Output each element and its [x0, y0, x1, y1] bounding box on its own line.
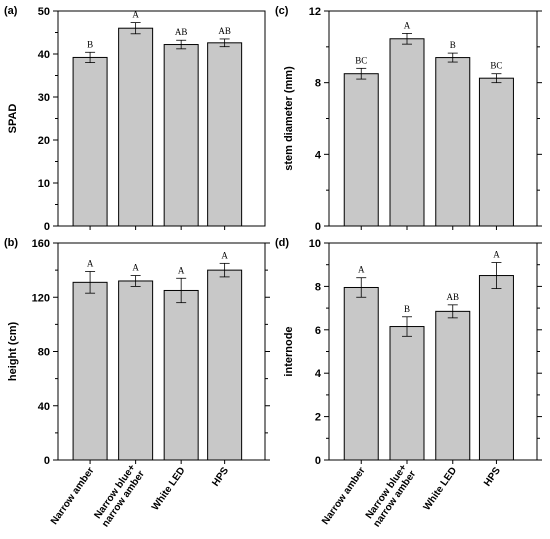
significance-letter: BC: [490, 61, 502, 71]
y-tick-label: 10: [309, 238, 321, 250]
panel-label: (c): [275, 5, 289, 17]
x-category-label: Narrow amber: [49, 465, 97, 526]
bar: [118, 280, 154, 461]
y-axis-title: stem diameter (mm): [283, 66, 295, 171]
significance-letter: A: [132, 10, 139, 20]
significance-letter: A: [358, 265, 365, 275]
bar: [72, 281, 108, 461]
y-tick-label: 2: [315, 412, 321, 424]
x-category-label-line: White LED: [150, 465, 188, 512]
x-category-label: Narrow blue+narrow amber: [91, 462, 147, 529]
x-category-label: HPS: [210, 465, 231, 488]
bar: [207, 42, 243, 227]
y-axis-title: height (cm): [7, 322, 19, 382]
x-category-label-line: HPS: [210, 465, 231, 488]
x-category-label: White LED: [422, 465, 460, 512]
y-axis-title: SPAD: [7, 104, 19, 134]
x-category-label-line: Narrow amber: [49, 465, 97, 526]
significance-letter: A: [493, 250, 500, 260]
x-category-label: HPS: [482, 465, 503, 488]
significance-letter: A: [404, 20, 411, 30]
panel-label: (a): [4, 5, 18, 17]
bar: [343, 73, 379, 227]
panel-b: (b) height (cm) 0 40 80 120 160 A A A A Narrow ambe…: [4, 237, 270, 529]
significance-letter: AB: [175, 27, 188, 37]
bar: [478, 275, 514, 461]
panel-a: (a) SPAD 0 10 20 30 40 50 B A AB AB: [4, 5, 266, 233]
bar: [389, 326, 425, 461]
y-axis-title: internode: [283, 326, 295, 376]
panel-label: (d): [275, 237, 289, 249]
bar: [163, 44, 199, 227]
significance-letter: A: [221, 250, 228, 260]
panel-label: (b): [4, 237, 18, 249]
y-tick-label: 8: [315, 78, 321, 90]
y-tick-label: 160: [32, 238, 50, 250]
y-tick-label: 10: [38, 178, 50, 190]
bar: [207, 269, 243, 461]
bar: [478, 77, 514, 227]
bar: [343, 286, 379, 461]
y-tick-label: 4: [315, 149, 322, 161]
y-tick-label: 8: [315, 281, 321, 293]
y-tick-label: 50: [38, 6, 50, 18]
y-tick-label: 0: [44, 221, 50, 233]
x-category-label: White LED: [150, 465, 188, 512]
y-tick-label: 12: [309, 6, 321, 18]
significance-letter: B: [87, 39, 93, 49]
bar: [389, 38, 425, 227]
y-tick-label: 30: [38, 92, 50, 104]
significance-letter: A: [178, 265, 185, 275]
y-tick-label: 80: [38, 347, 50, 359]
y-tick-label: 0: [44, 455, 50, 467]
x-category-label-line: Narrow amber: [320, 465, 368, 526]
panel-c: (c) stem diameter (mm) 0 4 8 12 BC A B BC: [275, 5, 542, 233]
x-category-label-line: HPS: [482, 465, 503, 488]
significance-letter: B: [450, 40, 456, 50]
significance-letter: AB: [218, 26, 231, 36]
bar: [435, 310, 471, 461]
y-tick-label: 0: [315, 221, 321, 233]
x-category-label-line: White LED: [422, 465, 460, 512]
significance-letter: A: [87, 258, 94, 268]
significance-letter: AB: [447, 292, 460, 302]
y-tick-label: 4: [315, 368, 322, 380]
y-tick-label: 40: [38, 49, 50, 61]
y-tick-label: 40: [38, 401, 50, 413]
y-tick-label: 120: [32, 292, 50, 304]
bar: [435, 57, 471, 227]
y-tick-label: 0: [315, 455, 321, 467]
x-category-label: Narrow amber: [320, 465, 368, 526]
x-category-label: Narrow blue+narrow amber: [362, 462, 418, 529]
significance-letter: BC: [355, 55, 367, 65]
bar: [118, 27, 154, 227]
significance-letter: B: [404, 304, 410, 314]
significance-letter: A: [132, 263, 139, 273]
y-tick-label: 20: [38, 135, 50, 147]
y-tick-label: 6: [315, 325, 321, 337]
bar: [72, 56, 108, 227]
bar: [163, 289, 199, 461]
